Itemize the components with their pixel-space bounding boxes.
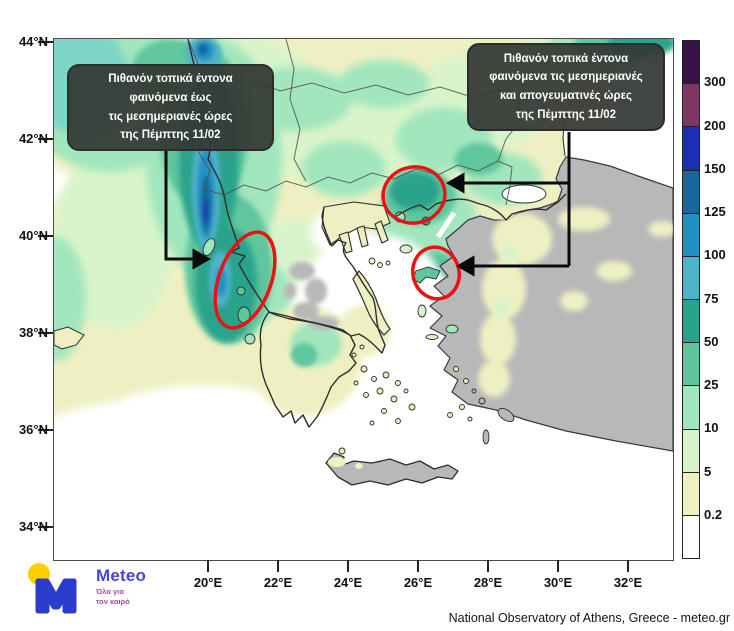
logo-tagline: Όλα για τον καιρό bbox=[96, 587, 146, 607]
colorbar-label-300: 300 bbox=[704, 74, 726, 89]
italy-heel bbox=[54, 326, 85, 350]
aegean-ionian-islands bbox=[202, 211, 515, 455]
lon-label-32e: 32°E bbox=[613, 575, 643, 590]
colorbar-cell bbox=[683, 41, 699, 85]
colorbar-cell bbox=[683, 300, 699, 344]
colorbar-cell bbox=[683, 84, 699, 128]
dardanelles-strait bbox=[435, 211, 457, 239]
lon-label-22e: 22°E bbox=[263, 575, 293, 590]
callout-west-greece: Πιθανόν τοπικά έντονα φαινόμενα έως τις … bbox=[67, 64, 274, 151]
callout-line: Πιθανόν τοπικά έντονα bbox=[108, 73, 233, 86]
lat-tick-36 bbox=[38, 429, 53, 431]
colorbar-cell bbox=[683, 429, 699, 473]
callout-line: και απογευματινές ώρες bbox=[499, 90, 633, 102]
lat-tick-42 bbox=[38, 138, 53, 140]
euboea-island bbox=[352, 270, 391, 336]
crete-island bbox=[325, 452, 459, 486]
logo-tagline-line2: τον καιρό bbox=[96, 596, 130, 606]
turkey-landmass bbox=[429, 156, 673, 452]
callout-line: Πιθανόν τοπικά έντονα bbox=[503, 52, 629, 65]
lat-tick-40 bbox=[38, 235, 53, 237]
callout-line: τις μεσημεριανές ώρες bbox=[108, 110, 233, 123]
colorbar-label-10: 10 bbox=[704, 420, 719, 435]
lat-label-34n: 34°N bbox=[18, 519, 48, 534]
lat-label-44n: 44°N bbox=[18, 34, 48, 49]
colorbar-label-100: 100 bbox=[704, 247, 726, 262]
annotation-arrows bbox=[164, 132, 571, 277]
colorbar-label-50: 50 bbox=[704, 334, 719, 349]
meteo-logo-mark bbox=[28, 563, 77, 614]
attribution-text: National Observatory of Athens, Greece -… bbox=[448, 611, 730, 625]
lat-label-40n: 40°N bbox=[18, 228, 48, 243]
callout-line: της Πέμπτης 11/02 bbox=[120, 129, 221, 142]
lat-tick-44 bbox=[38, 41, 53, 43]
colorbar-cell bbox=[683, 343, 699, 387]
precipitation-map bbox=[53, 38, 674, 561]
callout-line: της Πέμπτης 11/02 bbox=[515, 108, 617, 121]
precipitation-field-svg bbox=[54, 39, 673, 560]
meteo-logo-text: Meteo Όλα για τον καιρό bbox=[96, 561, 146, 625]
colorbar-cell bbox=[683, 386, 699, 430]
lat-label-38n: 38°N bbox=[18, 325, 48, 340]
colorbar-cell bbox=[683, 170, 699, 214]
colorbar-cell bbox=[683, 213, 699, 257]
lon-tick-28 bbox=[487, 560, 489, 572]
lon-tick-26 bbox=[417, 560, 419, 572]
lon-label-20e: 20°E bbox=[193, 575, 223, 590]
lat-tick-34 bbox=[38, 526, 53, 528]
colorbar-cell bbox=[683, 515, 699, 559]
lon-label-26e: 26°E bbox=[403, 575, 433, 590]
colorbar-label-75: 75 bbox=[704, 291, 719, 306]
meteo-m-icon bbox=[35, 578, 77, 614]
lon-tick-22 bbox=[277, 560, 279, 572]
red-ellipse-thrace bbox=[381, 165, 447, 225]
lon-tick-30 bbox=[557, 560, 559, 572]
colorbar-label-25: 25 bbox=[704, 377, 719, 392]
south-sea bbox=[54, 441, 673, 560]
red-ellipse-west-greece bbox=[213, 230, 277, 330]
lon-tick-20 bbox=[207, 560, 209, 572]
colorbar-cell bbox=[683, 472, 699, 516]
lon-tick-24 bbox=[347, 560, 349, 572]
lon-label-24e: 24°E bbox=[333, 575, 363, 590]
black-sea bbox=[564, 123, 673, 186]
callout-line: φαινόμενα έως bbox=[129, 91, 212, 104]
colorbar-label-125: 125 bbox=[704, 204, 726, 219]
sea-of-marmara bbox=[501, 184, 547, 204]
lon-label-30e: 30°E bbox=[543, 575, 573, 590]
precipitation-colorbar bbox=[682, 40, 700, 559]
lon-tick-32 bbox=[627, 560, 629, 572]
lat-label-42n: 42°N bbox=[18, 131, 48, 146]
colorbar-label-150: 150 bbox=[704, 161, 726, 176]
peloponnese-coastline bbox=[259, 311, 357, 428]
logo-tagline-line1: Όλα για bbox=[96, 587, 124, 596]
callout-northeast-aegean: Πιθανόν τοπικά έντονα φαινόμενα τις μεση… bbox=[467, 43, 665, 131]
colorbar-label-02: 0.2 bbox=[704, 507, 723, 522]
lat-label-36n: 36°N bbox=[18, 422, 48, 437]
chalkidiki bbox=[321, 201, 391, 254]
logo-brand: Meteo bbox=[96, 566, 147, 585]
colorbar-cell bbox=[683, 127, 699, 171]
lat-tick-38 bbox=[38, 332, 53, 334]
callout-line: φαινόμενα τις μεσημεριανές bbox=[489, 71, 643, 84]
colorbar-label-5: 5 bbox=[704, 464, 712, 479]
meteo-logo: Meteo Όλα για τον καιρό bbox=[26, 561, 186, 625]
colorbar-cell bbox=[683, 256, 699, 301]
colorbar-label-200: 200 bbox=[704, 118, 726, 133]
lon-label-28e: 28°E bbox=[473, 575, 503, 590]
